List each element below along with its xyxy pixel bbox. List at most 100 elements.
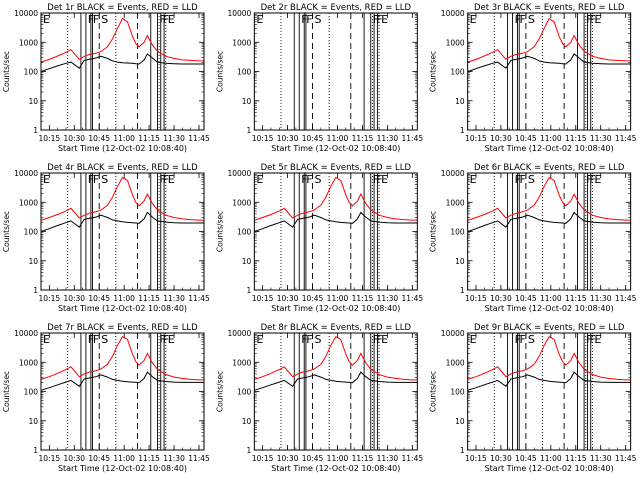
interval-letter: F [520, 173, 526, 186]
x-tick-label: 10:30 [277, 454, 299, 463]
interval-letter: F [159, 333, 165, 346]
x-tick-label: 11:15 [138, 454, 160, 463]
y-axis-label: Counts/sec [215, 371, 224, 412]
x-tick-label: 11:15 [565, 454, 587, 463]
x-tick-label: 11:15 [352, 454, 374, 463]
x-axis-label: Start Time (12-Oct-02 10:08:40) [58, 144, 187, 153]
x-tick-label: 11:00 [113, 454, 135, 463]
x-tick-label: 11:00 [327, 294, 349, 303]
x-tick-label: 11:30 [590, 454, 612, 463]
x-tick-label: 10:15 [252, 134, 274, 143]
interval-letter: E [594, 173, 601, 186]
interval-letter: S [315, 13, 322, 26]
x-tick-label: 10:45 [302, 134, 324, 143]
x-tick-label: 10:15 [465, 454, 487, 463]
y-tick-label: 10000 [14, 329, 38, 338]
series-line-events [40, 371, 204, 391]
interval-letter: F [373, 333, 379, 346]
series-line-lld [467, 17, 631, 63]
x-tick-label: 11:15 [138, 134, 160, 143]
x-tick-label: 11:45 [188, 454, 210, 463]
interval-letter: F [88, 13, 94, 26]
panel-title: Det 5r BLACK = Events, RED = LLD [261, 163, 412, 173]
y-tick-label: 1 [460, 446, 465, 455]
plot-frame [467, 332, 632, 451]
interval-letter: E [256, 333, 263, 346]
y-tick-label: 100 [24, 388, 39, 397]
panel-title: Det 3r BLACK = Events, RED = LLD [474, 3, 625, 13]
y-tick-label: 100 [450, 68, 465, 77]
panel-title: Det 9r BLACK = Events, RED = LLD [474, 323, 625, 333]
x-tick-label: 11:00 [540, 134, 562, 143]
interval-letter: E [594, 333, 601, 346]
interval-letter: E [43, 13, 50, 26]
interval-letter: F [301, 333, 307, 346]
x-tick-label: 10:15 [39, 294, 61, 303]
interval-letter: E [381, 13, 388, 26]
interval-letter: E [168, 13, 175, 26]
series-line-events [254, 211, 418, 232]
y-tick-label: 10 [28, 97, 38, 106]
interval-letter: F [88, 333, 94, 346]
interval-letter: F [306, 13, 312, 26]
x-tick-label: 10:45 [515, 134, 537, 143]
interval-letter: F [376, 173, 382, 186]
panel-title: Det 1r BLACK = Events, RED = LLD [47, 3, 198, 13]
y-tick-label: 10 [242, 257, 252, 266]
y-tick-label: 1 [460, 126, 465, 135]
y-tick-label: 100 [237, 68, 252, 77]
x-tick-label: 11:30 [377, 134, 399, 143]
x-tick-label: 11:30 [377, 294, 399, 303]
y-tick-label: 100 [450, 228, 465, 237]
x-tick-label: 11:45 [615, 454, 637, 463]
y-tick-label: 1 [460, 286, 465, 295]
y-tick-label: 1000 [446, 38, 465, 47]
x-tick-label: 10:30 [63, 294, 85, 303]
y-axis-label: Counts/sec [429, 51, 438, 92]
interval-letter: E [168, 173, 175, 186]
plot-frame [467, 12, 632, 131]
series-line-lld [40, 17, 204, 63]
series-line-lld [467, 176, 631, 221]
interval-letter: E [594, 13, 601, 26]
y-axis-label: Counts/sec [215, 211, 224, 252]
x-tick-label: 11:45 [402, 294, 424, 303]
x-tick-label: 11:00 [327, 454, 349, 463]
interval-letter: F [301, 13, 307, 26]
interval-letter: F [93, 333, 99, 346]
interval-letter: F [586, 333, 592, 346]
x-tick-label: 11:15 [565, 134, 587, 143]
interval-letter: E [256, 13, 263, 26]
x-tick-label: 11:15 [138, 294, 160, 303]
interval-letter: F [376, 333, 382, 346]
y-tick-label: 10 [242, 97, 252, 106]
y-tick-label: 10 [455, 97, 465, 106]
interval-letter: E [43, 333, 50, 346]
y-tick-label: 1 [33, 446, 38, 455]
x-tick-label: 10:45 [515, 454, 537, 463]
interval-letter: F [163, 333, 169, 346]
series-line-lld [254, 336, 418, 381]
interval-letter: F [520, 333, 526, 346]
plot-frame [253, 172, 418, 291]
y-tick-label: 10 [28, 257, 38, 266]
interval-letter: F [589, 13, 595, 26]
plot-frame [253, 332, 418, 451]
series-line-lld [40, 336, 204, 381]
y-tick-label: 1 [247, 126, 252, 135]
interval-letter: S [528, 333, 535, 346]
x-tick-label: 10:15 [465, 294, 487, 303]
series-line-events [254, 371, 418, 391]
x-tick-label: 11:00 [113, 294, 135, 303]
x-axis-label: Start Time (12-Oct-02 10:08:40) [485, 304, 614, 313]
interval-letter: S [528, 173, 535, 186]
x-tick-label: 11:00 [327, 134, 349, 143]
y-tick-label: 1000 [446, 198, 465, 207]
y-tick-label: 1 [33, 126, 38, 135]
x-axis-label: Start Time (12-Oct-02 10:08:40) [271, 304, 400, 313]
x-tick-label: 10:15 [465, 134, 487, 143]
